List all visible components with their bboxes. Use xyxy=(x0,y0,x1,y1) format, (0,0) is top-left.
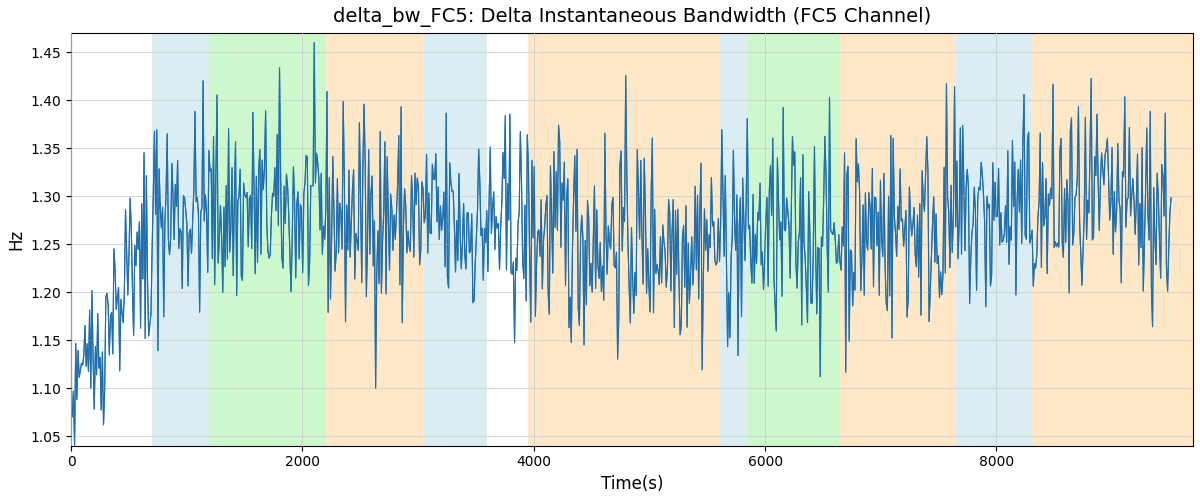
Y-axis label: Hz: Hz xyxy=(7,229,25,250)
Bar xyxy=(840,33,956,446)
Bar xyxy=(719,33,748,446)
Bar xyxy=(325,33,424,446)
X-axis label: Time(s): Time(s) xyxy=(601,475,664,493)
Bar xyxy=(152,33,210,446)
Bar xyxy=(528,33,719,446)
Bar xyxy=(748,33,840,446)
Bar xyxy=(956,33,1031,446)
Bar xyxy=(424,33,487,446)
Bar xyxy=(1031,33,1193,446)
Title: delta_bw_FC5: Delta Instantaneous Bandwidth (FC5 Channel): delta_bw_FC5: Delta Instantaneous Bandwi… xyxy=(332,7,931,27)
Bar xyxy=(210,33,325,446)
